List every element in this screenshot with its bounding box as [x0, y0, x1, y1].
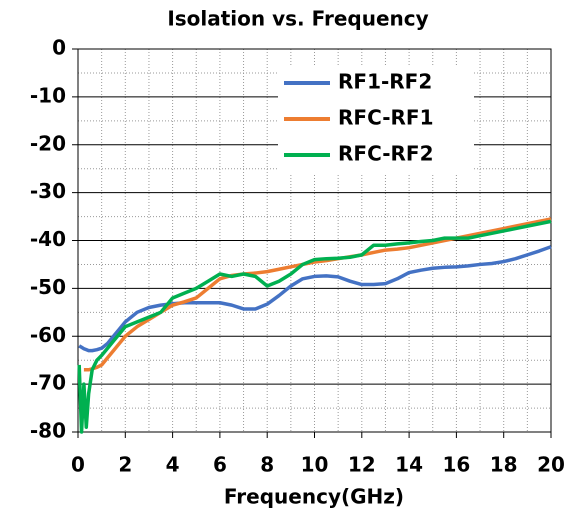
x-tick-label: 12 [348, 453, 376, 477]
y-tick-label: -40 [30, 227, 66, 251]
x-tick-label: 20 [537, 453, 565, 477]
legend-label: RF1-RF2 [338, 70, 432, 94]
x-tick-label: 8 [260, 453, 274, 477]
x-axis-label: Frequency(GHz) [224, 485, 404, 509]
x-tick-label: 18 [490, 453, 518, 477]
y-tick-label: -60 [30, 323, 66, 347]
x-tick-label: 16 [442, 453, 470, 477]
x-tick-label: 14 [395, 453, 423, 477]
y-tick-label: 0 [52, 36, 66, 60]
x-tick-label: 4 [166, 453, 180, 477]
y-tick-label: -50 [30, 275, 66, 299]
plot-frame [77, 48, 552, 433]
x-tick-label: 0 [71, 453, 85, 477]
y-tick-label: -20 [30, 131, 66, 155]
y-tick-label: -80 [30, 419, 66, 443]
y-tick-label: -30 [30, 179, 66, 203]
chart-title: Isolation vs. Frequency [167, 7, 428, 31]
x-tick-label: 2 [118, 453, 132, 477]
x-tick-label: 10 [301, 453, 329, 477]
x-tick-label: 6 [213, 453, 227, 477]
y-tick-label: -10 [30, 83, 66, 107]
legend-label: RFC-RF1 [338, 106, 433, 130]
series-line [78, 245, 552, 353]
series-line [83, 217, 552, 372]
legend-label: RFC-RF2 [338, 142, 433, 166]
series-line [77, 219, 552, 434]
y-tick-label: -70 [30, 371, 66, 395]
